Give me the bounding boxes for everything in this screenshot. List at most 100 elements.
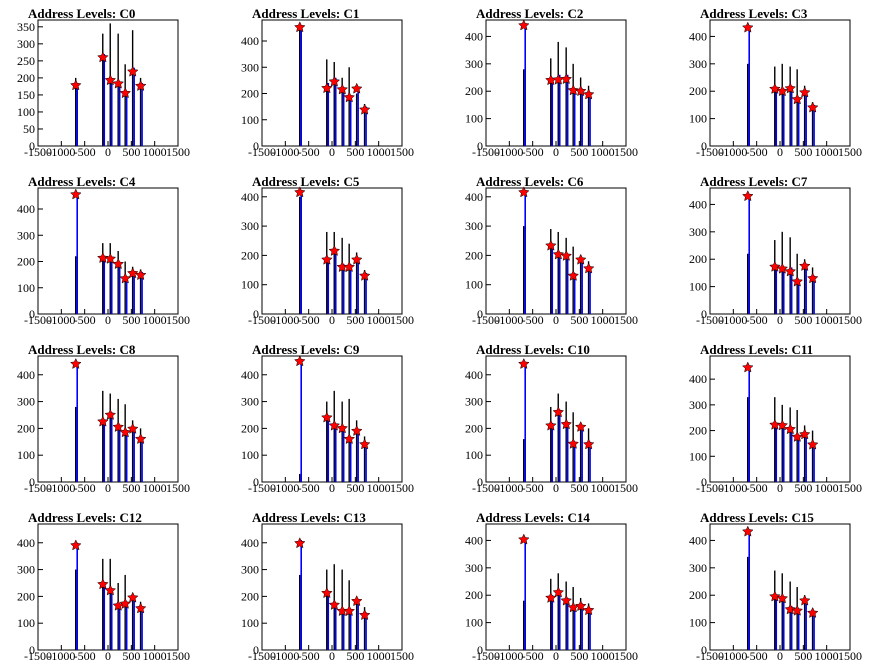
y-tick-label: 300 [241,563,259,577]
blue-bar [748,366,750,482]
peak-star-marker [784,82,797,94]
y-tick-label: 200 [689,424,707,438]
histogram-panel: Address Levels: C7 0 100 200 300 400 -1500 -100… [672,168,896,336]
x-tick-label: 0 [777,649,783,663]
peak-star-marker [69,357,82,369]
blue-bar [813,104,815,146]
x-tick-label: -1000 [271,481,299,495]
peak-star-marker [582,604,595,616]
x-tick-label: 500 [346,481,364,495]
y-tick-label: 0 [253,139,259,153]
peak-star-marker [343,261,356,273]
blue-bar [365,272,367,314]
chart-title: Address Levels: C2 [476,6,583,21]
blue-bar [573,606,576,650]
black-bar [587,428,590,482]
y-tick-label: 100 [689,616,707,630]
peak-star-marker [798,594,811,606]
blue-bar [797,608,800,650]
blue-bar [103,582,106,650]
x-tick-label: 1000 [367,145,391,159]
y-tick-label: 300 [241,219,259,233]
peak-star-marker [791,93,804,105]
y-tick-label: 0 [701,643,707,657]
black-bar [131,266,134,314]
black-bar [579,77,582,146]
black-bar [565,581,567,650]
x-tick-label: -1000 [719,145,747,159]
x-tick-label: 1000 [815,481,839,495]
x-tick-label: 500 [122,145,140,159]
black-bar [781,404,783,482]
x-tick-label: -1000 [719,313,747,327]
y-tick-label: 0 [477,307,483,321]
black-bar [587,603,590,650]
black-bar [117,398,119,482]
peak-star-marker [358,438,371,450]
black-bar [109,23,111,147]
peak-star-marker [791,275,804,287]
black-bar [774,240,776,314]
x-tick-label: 1500 [614,313,638,327]
chart-title: Address Levels: C0 [28,6,135,21]
x-tick-label: -1000 [47,145,75,159]
y-tick-label: 200 [17,421,35,435]
blue-bar [133,596,135,650]
blue-bar [589,93,591,146]
peak-star-marker [798,428,811,440]
x-tick-label: -1000 [495,481,523,495]
x-tick-label: -1500 [696,649,724,663]
blue-bar [342,609,345,650]
black-bar [102,558,104,650]
y-tick-label: 200 [465,421,483,435]
blue-bar [805,433,807,482]
histogram-panel: Address Levels: C12 0 100 200 300 400 -1500 -10… [0,504,224,672]
x-tick-label: -500 [298,313,320,327]
x-tick-label: 0 [329,313,335,327]
peak-star-marker [69,539,82,551]
blue-bar [573,272,576,314]
black-bar [341,77,343,146]
x-tick-label: 500 [346,145,364,159]
peak-star-marker [776,262,789,274]
black-bar [355,420,358,482]
blue-bar [349,96,352,146]
black-bar [355,252,358,314]
y-tick-label: 100 [241,113,259,127]
blue-bar [589,608,591,650]
blue-bar [790,85,793,146]
x-tick-label: 1500 [614,145,638,159]
y-tick-label: 100 [17,616,35,630]
black-bar [299,196,301,314]
peak-star-marker [69,79,82,91]
histogram-chart: Address Levels: C3 0 100 200 300 400 -1500-100… [689,6,862,159]
y-tick-label: 0 [253,475,259,489]
peak-star-marker [574,600,587,612]
y-tick-label: 300 [465,57,483,71]
blue-bar [748,196,750,314]
peak-star-marker [328,419,341,431]
x-tick-label: 1500 [614,481,638,495]
chart-title: Address Levels: C9 [252,342,360,357]
y-tick-label: 200 [241,248,259,262]
blue-bar [573,441,576,482]
peak-star-marker [97,578,109,590]
x-tick-label: -1500 [24,649,52,663]
blue-bar [581,258,583,314]
black-bar [341,237,343,314]
blue-bar [365,444,367,482]
chart-title: Address Levels: C13 [252,510,366,525]
black-bar [299,473,301,482]
plot-frame [709,19,851,147]
x-tick-label: -500 [74,649,96,663]
black-bar [124,64,126,146]
blue-bar [581,425,583,482]
y-tick-label: 400 [465,533,483,547]
blue-bar [551,595,554,650]
peak-star-marker [560,249,573,261]
x-tick-label: -500 [746,649,768,663]
black-bar [139,601,142,650]
y-tick-label: 100 [465,616,483,630]
histogram-chart: Address Levels: C15 0 100 200 300 400 -1500-10… [689,510,862,663]
y-tick-label: 0 [701,139,707,153]
